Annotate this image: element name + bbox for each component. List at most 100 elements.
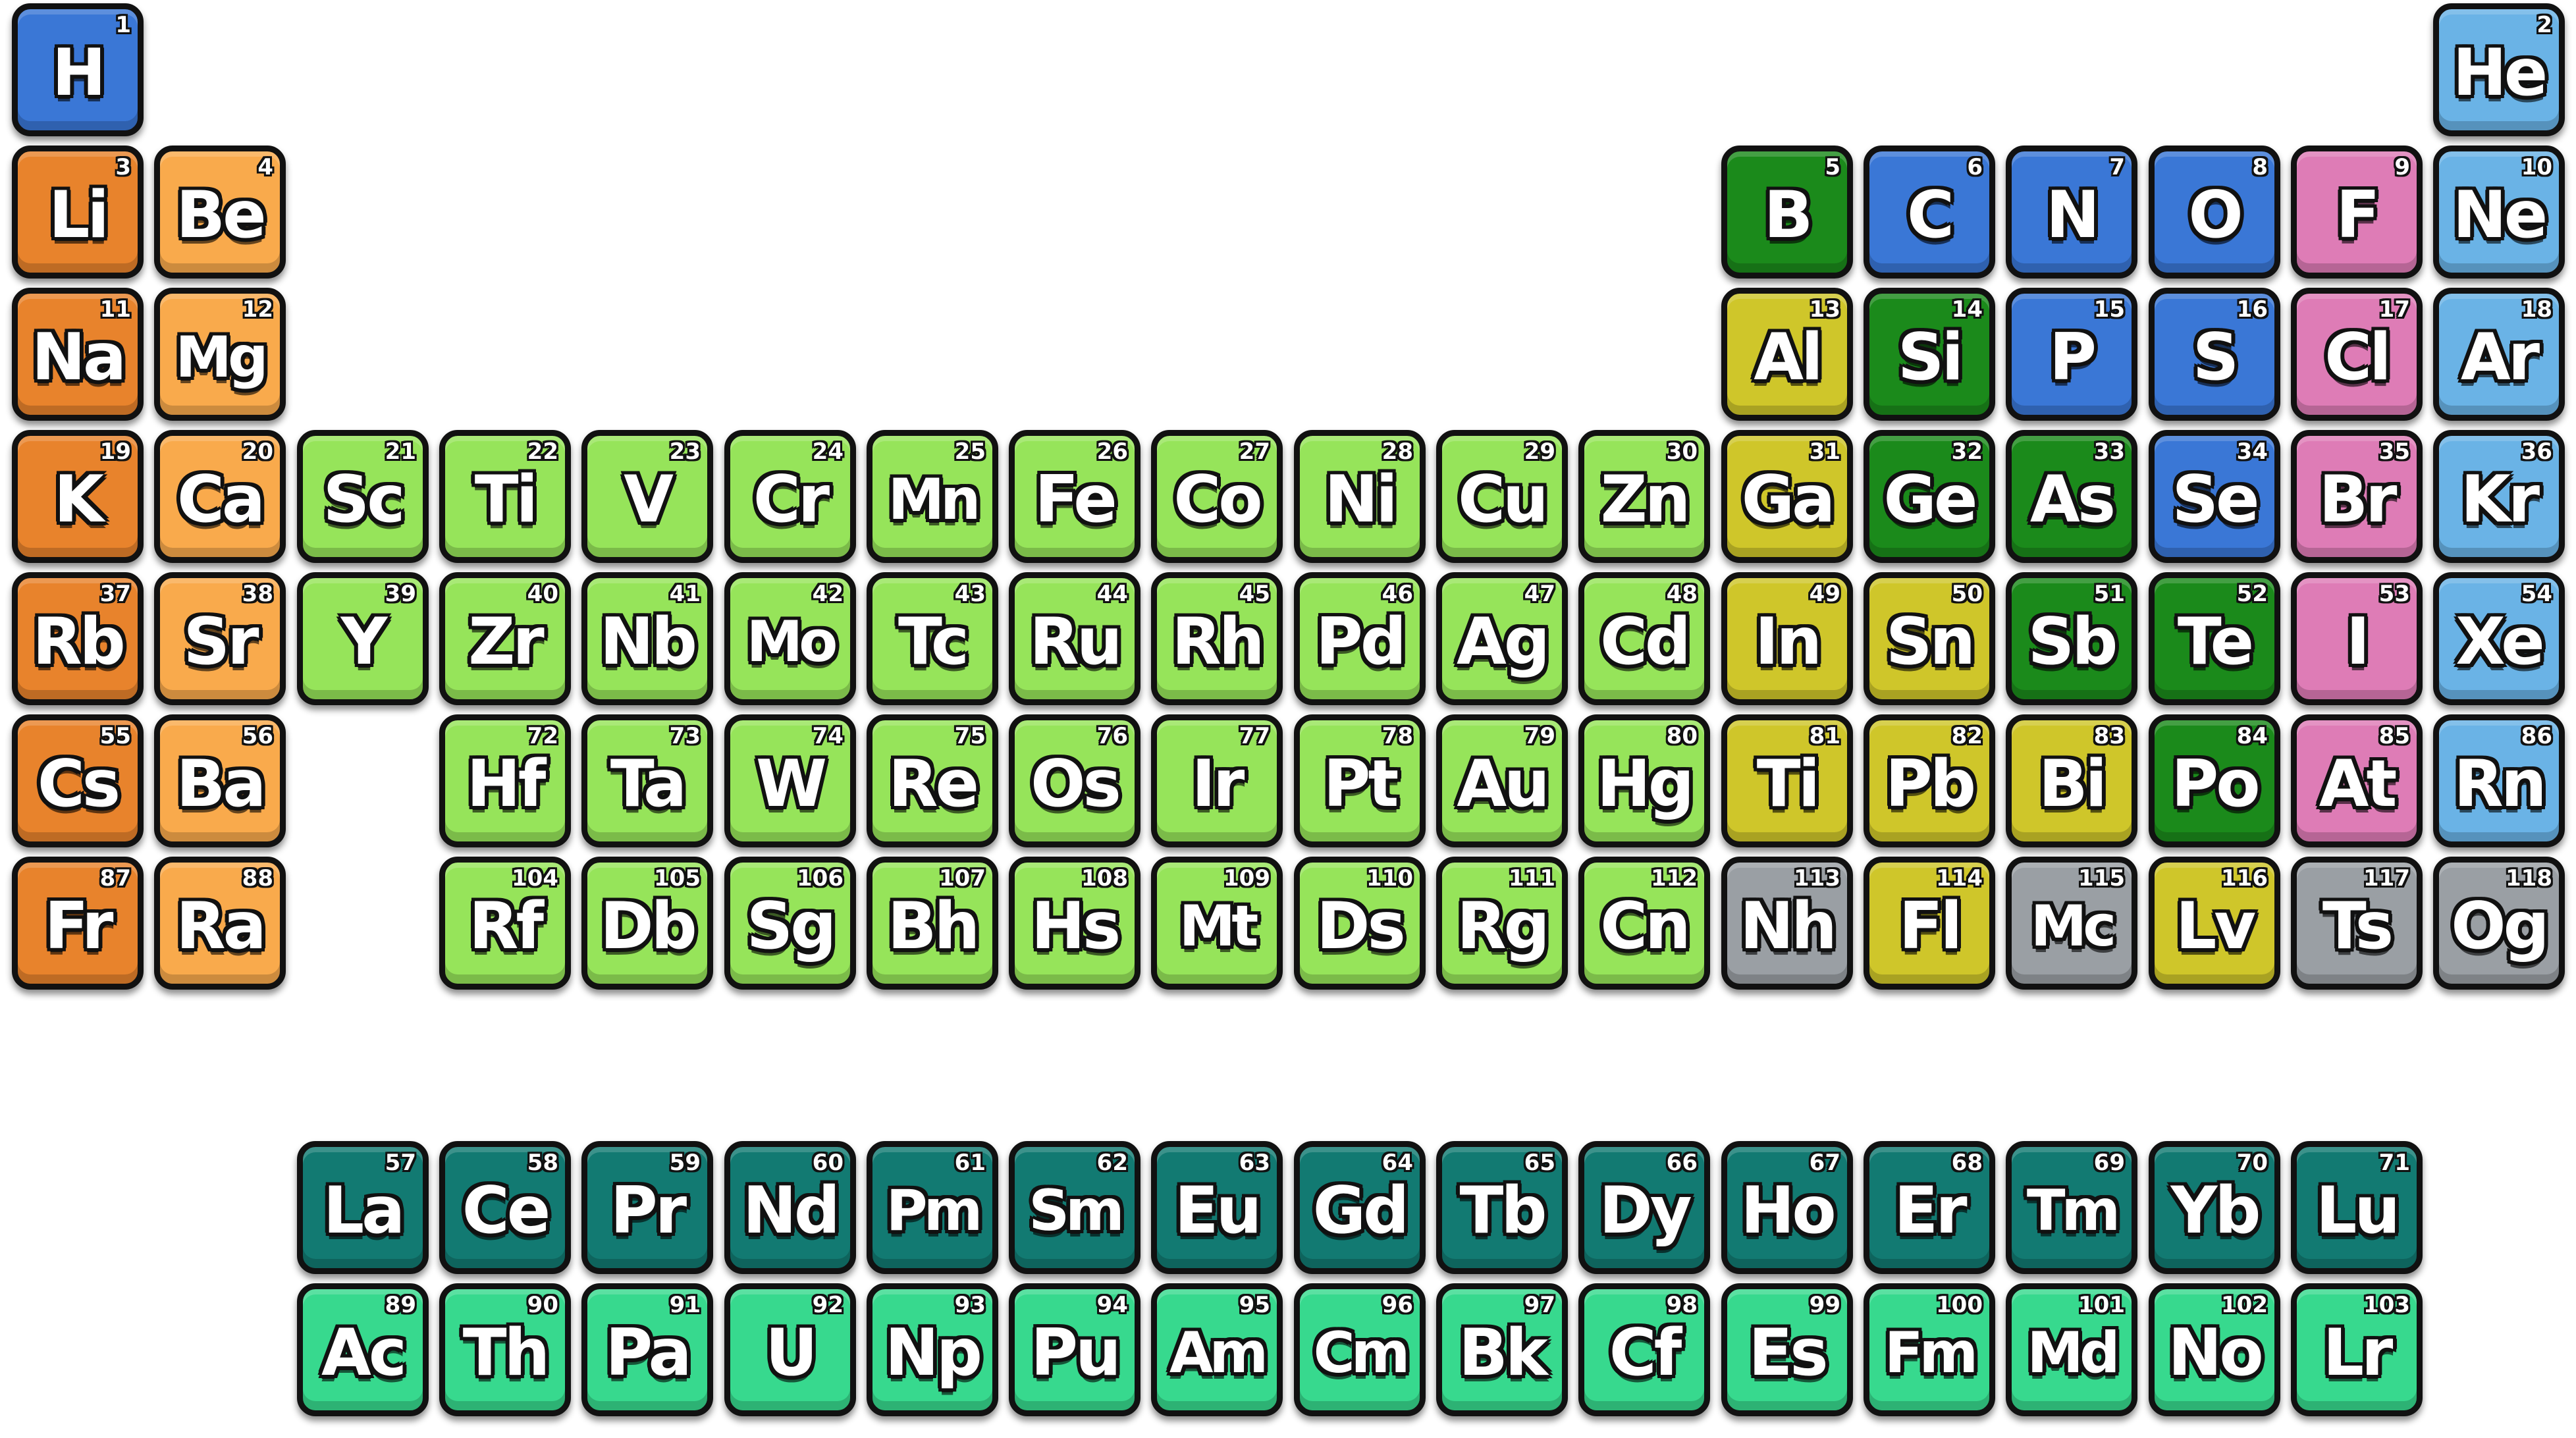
element-tile-ca-20[interactable]: 20 Ca — [154, 430, 286, 563]
element-tile-mo-42[interactable]: 42 Mo — [724, 572, 856, 705]
element-tile-cm-96[interactable]: 96 Cm — [1294, 1283, 1426, 1416]
element-tile-ti-22[interactable]: 22 Ti — [439, 430, 571, 563]
element-tile-lu-71[interactable]: 71 Lu — [2291, 1141, 2423, 1274]
element-tile-i-53[interactable]: 53 I — [2291, 572, 2423, 705]
element-tile-ag-47[interactable]: 47 Ag — [1436, 572, 1568, 705]
element-tile-p-15[interactable]: 15 P — [2006, 288, 2137, 421]
element-tile-re-75[interactable]: 75 Re — [867, 714, 998, 847]
element-tile-er-68[interactable]: 68 Er — [1864, 1141, 1995, 1274]
element-tile-lr-103[interactable]: 103 Lr — [2291, 1283, 2423, 1416]
element-tile-au-79[interactable]: 79 Au — [1436, 714, 1568, 847]
element-tile-si-14[interactable]: 14 Si — [1864, 288, 1995, 421]
element-tile-v-23[interactable]: 23 V — [581, 430, 713, 563]
element-tile-bk-97[interactable]: 97 Bk — [1436, 1283, 1568, 1416]
element-tile-cl-17[interactable]: 17 Cl — [2291, 288, 2423, 421]
element-tile-sc-21[interactable]: 21 Sc — [297, 430, 429, 563]
element-tile-og-118[interactable]: 118 Og — [2433, 857, 2565, 990]
element-tile-mc-115[interactable]: 115 Mc — [2006, 857, 2137, 990]
element-tile-ne-10[interactable]: 10 Ne — [2433, 146, 2565, 279]
element-tile-sb-51[interactable]: 51 Sb — [2006, 572, 2137, 705]
element-tile-dy-66[interactable]: 66 Dy — [1578, 1141, 1710, 1274]
element-tile-hs-108[interactable]: 108 Hs — [1009, 857, 1140, 990]
element-tile-sn-50[interactable]: 50 Sn — [1864, 572, 1995, 705]
element-tile-ta-73[interactable]: 73 Ta — [581, 714, 713, 847]
element-tile-be-4[interactable]: 4 Be — [154, 146, 286, 279]
element-tile-ba-56[interactable]: 56 Ba — [154, 714, 286, 847]
element-tile-br-35[interactable]: 35 Br — [2291, 430, 2423, 563]
element-tile-tc-43[interactable]: 43 Tc — [867, 572, 998, 705]
element-tile-yb-70[interactable]: 70 Yb — [2149, 1141, 2280, 1274]
element-tile-s-16[interactable]: 16 S — [2149, 288, 2280, 421]
element-tile-na-11[interactable]: 11 Na — [12, 288, 144, 421]
element-tile-ir-77[interactable]: 77 Ir — [1151, 714, 1283, 847]
element-tile-cd-48[interactable]: 48 Cd — [1578, 572, 1710, 705]
element-tile-rg-111[interactable]: 111 Rg — [1436, 857, 1568, 990]
element-tile-ds-110[interactable]: 110 Ds — [1294, 857, 1426, 990]
element-tile-ru-44[interactable]: 44 Ru — [1009, 572, 1140, 705]
element-tile-sg-106[interactable]: 106 Sg — [724, 857, 856, 990]
element-tile-zn-30[interactable]: 30 Zn — [1578, 430, 1710, 563]
element-tile-mn-25[interactable]: 25 Mn — [867, 430, 998, 563]
element-tile-ra-88[interactable]: 88 Ra — [154, 857, 286, 990]
element-tile-pa-91[interactable]: 91 Pa — [581, 1283, 713, 1416]
element-tile-mg-12[interactable]: 12 Mg — [154, 288, 286, 421]
element-tile-rh-45[interactable]: 45 Rh — [1151, 572, 1283, 705]
element-tile-hf-72[interactable]: 72 Hf — [439, 714, 571, 847]
element-tile-ge-32[interactable]: 32 Ge — [1864, 430, 1995, 563]
element-tile-sr-38[interactable]: 38 Sr — [154, 572, 286, 705]
element-tile-nd-60[interactable]: 60 Nd — [724, 1141, 856, 1274]
element-tile-ar-18[interactable]: 18 Ar — [2433, 288, 2565, 421]
element-tile-as-33[interactable]: 33 As — [2006, 430, 2137, 563]
element-tile-nb-41[interactable]: 41 Nb — [581, 572, 713, 705]
element-tile-mt-109[interactable]: 109 Mt — [1151, 857, 1283, 990]
element-tile-ts-117[interactable]: 117 Ts — [2291, 857, 2423, 990]
element-tile-am-95[interactable]: 95 Am — [1151, 1283, 1283, 1416]
element-tile-np-93[interactable]: 93 Np — [867, 1283, 998, 1416]
element-tile-ho-67[interactable]: 67 Ho — [1721, 1141, 1853, 1274]
element-tile-pm-61[interactable]: 61 Pm — [867, 1141, 998, 1274]
element-tile-hg-80[interactable]: 80 Hg — [1578, 714, 1710, 847]
element-tile-w-74[interactable]: 74 W — [724, 714, 856, 847]
element-tile-at-85[interactable]: 85 At — [2291, 714, 2423, 847]
element-tile-pr-59[interactable]: 59 Pr — [581, 1141, 713, 1274]
element-tile-al-13[interactable]: 13 Al — [1721, 288, 1853, 421]
element-tile-pt-78[interactable]: 78 Pt — [1294, 714, 1426, 847]
element-tile-xe-54[interactable]: 54 Xe — [2433, 572, 2565, 705]
element-tile-db-105[interactable]: 105 Db — [581, 857, 713, 990]
element-tile-k-19[interactable]: 19 K — [12, 430, 144, 563]
element-tile-u-92[interactable]: 92 U — [724, 1283, 856, 1416]
element-tile-te-52[interactable]: 52 Te — [2149, 572, 2280, 705]
element-tile-gd-64[interactable]: 64 Gd — [1294, 1141, 1426, 1274]
element-tile-es-99[interactable]: 99 Es — [1721, 1283, 1853, 1416]
element-tile-fm-100[interactable]: 100 Fm — [1864, 1283, 1995, 1416]
element-tile-eu-63[interactable]: 63 Eu — [1151, 1141, 1283, 1274]
element-tile-ni-28[interactable]: 28 Ni — [1294, 430, 1426, 563]
element-tile-cu-29[interactable]: 29 Cu — [1436, 430, 1568, 563]
element-tile-co-27[interactable]: 27 Co — [1151, 430, 1283, 563]
element-tile-bi-83[interactable]: 83 Bi — [2006, 714, 2137, 847]
element-tile-pu-94[interactable]: 94 Pu — [1009, 1283, 1140, 1416]
element-tile-sm-62[interactable]: 62 Sm — [1009, 1141, 1140, 1274]
element-tile-in-49[interactable]: 49 In — [1721, 572, 1853, 705]
element-tile-md-101[interactable]: 101 Md — [2006, 1283, 2137, 1416]
element-tile-ce-58[interactable]: 58 Ce — [439, 1141, 571, 1274]
element-tile-rn-86[interactable]: 86 Rn — [2433, 714, 2565, 847]
element-tile-fl-114[interactable]: 114 Fl — [1864, 857, 1995, 990]
element-tile-kr-36[interactable]: 36 Kr — [2433, 430, 2565, 563]
element-tile-cr-24[interactable]: 24 Cr — [724, 430, 856, 563]
element-tile-tm-69[interactable]: 69 Tm — [2006, 1141, 2137, 1274]
element-tile-zr-40[interactable]: 40 Zr — [439, 572, 571, 705]
element-tile-cf-98[interactable]: 98 Cf — [1578, 1283, 1710, 1416]
element-tile-po-84[interactable]: 84 Po — [2149, 714, 2280, 847]
element-tile-pb-82[interactable]: 82 Pb — [1864, 714, 1995, 847]
element-tile-rf-104[interactable]: 104 Rf — [439, 857, 571, 990]
element-tile-he-2[interactable]: 2 He — [2433, 3, 2565, 136]
element-tile-ga-31[interactable]: 31 Ga — [1721, 430, 1853, 563]
element-tile-cn-112[interactable]: 112 Cn — [1578, 857, 1710, 990]
element-tile-bh-107[interactable]: 107 Bh — [867, 857, 998, 990]
element-tile-y-39[interactable]: 39 Y — [297, 572, 429, 705]
